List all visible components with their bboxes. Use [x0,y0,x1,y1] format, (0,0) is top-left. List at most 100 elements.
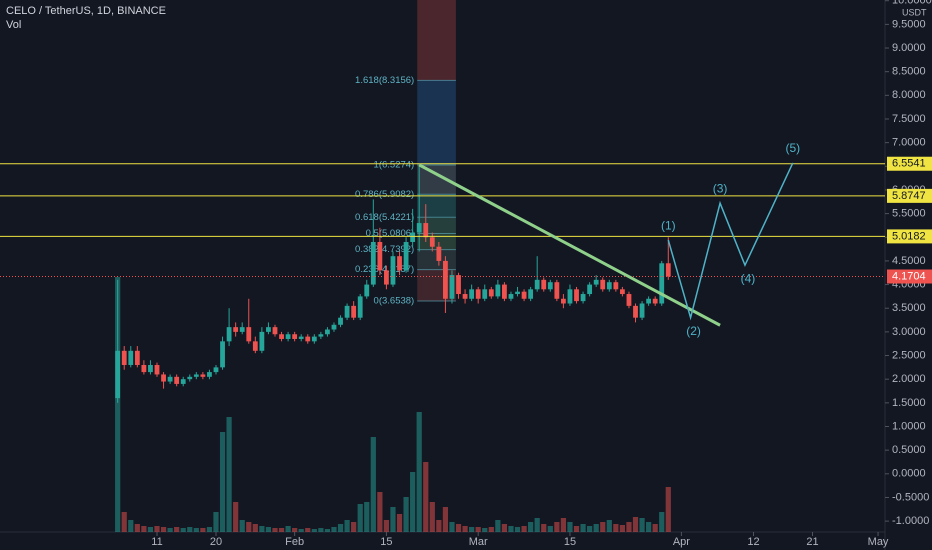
candle-body [475,289,481,299]
y-tick-label: -1.0000 [892,515,929,527]
volume-bar [442,507,449,532]
candle-body [384,270,389,285]
volume-bar [206,527,213,532]
volume-bar [646,522,652,532]
candle-body [141,364,147,373]
volume-bar [246,522,252,532]
volume-bar [514,527,521,532]
candle-body [167,376,173,382]
candle-body [502,284,507,299]
volume-bar [259,526,265,532]
volume-bar [475,527,481,532]
volume-bar [226,417,232,532]
candle-body [161,374,166,382]
candle-body [515,291,520,295]
candle-body [134,350,140,365]
candle-body [443,260,448,299]
y-tick-label: 7.0000 [892,137,926,149]
candle-body [593,279,599,285]
candle-body [456,275,461,295]
candle-body [488,289,494,297]
candle-body [213,367,219,373]
candle-body [344,305,350,318]
candle-body [436,246,442,261]
y-tick-label: 2.0000 [892,373,926,385]
candle-body [547,282,553,290]
y-tick-label: 5.5000 [892,208,926,220]
fib-zone [417,217,456,234]
candle-body [233,327,239,332]
candle-body [305,336,311,342]
volume-bar [449,522,455,532]
volume-bar [213,512,219,532]
candle-body [331,324,337,330]
volume-bar [337,524,344,532]
x-tick-label: 12 [747,536,759,548]
wave-path [667,162,794,321]
candle-body [115,350,121,399]
volume-bar [613,524,619,532]
candle-body [364,284,370,297]
candle-body [482,289,488,299]
volume-bar [128,520,134,532]
volume-bar [410,472,416,532]
candle-body [574,289,579,302]
volume-bar [357,504,363,532]
volume-bar [593,524,599,532]
fib-zone [417,269,456,301]
plot: 1.618(8.3156) 1(6.5274) 0.786(5.9082) 0.618… [0,0,885,532]
candle-body [659,263,665,304]
volume-bar [639,518,645,532]
y-tick-label: 8.5000 [892,66,926,78]
candle-body [410,232,416,242]
volume-bar [167,528,173,532]
wave-label: (1) [661,218,676,232]
candle-body [292,334,298,339]
candle-body [285,334,291,339]
candle-body [587,284,593,295]
candle-body [187,376,193,380]
candle-body [639,303,645,318]
candle-body [508,294,514,299]
volume-bar [324,529,331,532]
axis-unit: USDT [902,7,927,17]
candle-body [357,296,363,318]
fib-label: 0(3.6538) [374,295,415,306]
candle-body [148,364,153,373]
candle-body [495,284,501,297]
volume-bar [147,527,154,532]
volume-bar [265,527,272,532]
volume-bar [560,518,567,532]
volume-bar [239,520,245,532]
volume-bar [272,528,278,532]
volume-bar [567,522,573,532]
candle-body [325,329,330,335]
y-tick-label: -0.5000 [892,491,929,503]
candle-body [534,279,540,290]
y-tick-label: 2.5000 [892,349,926,361]
fib-label: 0.786(5.9082) [355,189,414,200]
volume-bar [659,512,665,532]
trendline [418,163,721,327]
volume-bar [233,502,239,532]
volume-bar [390,507,396,532]
x-tick-label: 11 [151,536,162,548]
x-tick-label: 15 [564,536,576,548]
candle-body [423,223,429,238]
candle-body [154,364,160,375]
volume-bar [174,527,180,532]
wave-label: (3) [713,181,728,195]
volume-bar [180,528,186,532]
y-tick-label: 7.5000 [892,113,926,125]
level-label: 5.8747 [892,190,926,202]
candle-body [521,291,527,299]
volume-bar [160,527,167,532]
candle-body [128,350,134,365]
candle-body [370,241,376,285]
volume-bar [547,526,553,532]
candle-body [200,374,206,377]
y-tick-label: 0.5000 [892,444,926,456]
volume-bar [495,520,501,532]
candle-body [351,305,357,318]
